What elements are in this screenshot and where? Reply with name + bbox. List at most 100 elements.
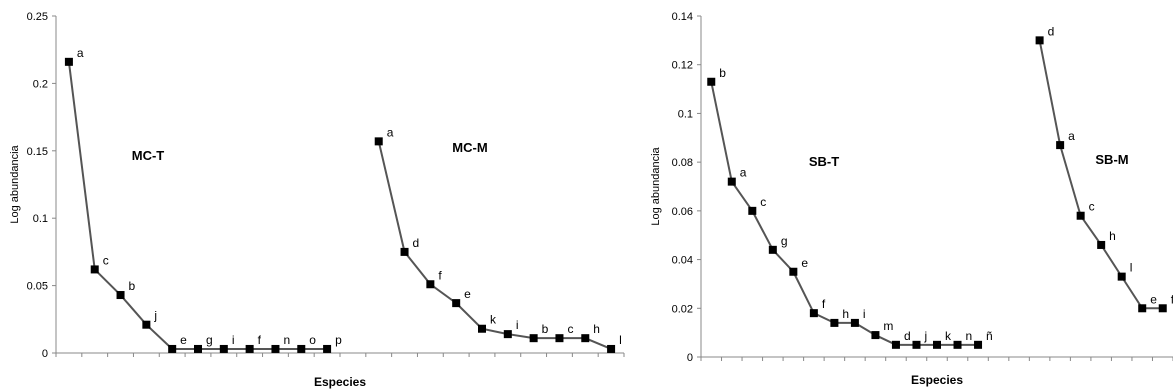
series-line-sb-m <box>1038 40 1163 310</box>
y-tick-label: 0.04 <box>672 255 693 267</box>
data-label: h <box>1109 229 1116 243</box>
data-label: o <box>309 333 316 347</box>
data-label: g <box>206 333 213 347</box>
y-tick-label: 0.1 <box>33 213 48 225</box>
data-point <box>452 299 461 308</box>
data-point <box>503 330 512 339</box>
data-point <box>90 265 99 274</box>
series-annotation: MC-M <box>452 140 487 155</box>
data-label: f <box>1171 292 1173 306</box>
data-point <box>789 267 798 276</box>
data-point <box>1076 211 1085 220</box>
data-label: p <box>335 333 342 347</box>
y-tick-label: 0.1 <box>678 108 693 120</box>
data-point <box>727 177 736 186</box>
y-tick-label: 0.06 <box>672 206 693 218</box>
y-tick-label: 0.15 <box>27 146 48 158</box>
data-point <box>933 340 941 349</box>
data-label: c <box>760 195 766 209</box>
data-label: b <box>719 66 726 80</box>
data-point <box>1138 304 1147 313</box>
data-point <box>1117 272 1126 281</box>
data-label: e <box>180 333 187 347</box>
data-point <box>581 334 590 343</box>
data-point <box>555 334 564 343</box>
data-point <box>607 344 616 353</box>
data-point <box>271 344 280 353</box>
data-point <box>768 245 777 254</box>
data-label: k <box>490 313 497 327</box>
data-label: f <box>822 297 826 311</box>
data-point <box>809 309 818 318</box>
y-tick-label: 0 <box>687 352 693 364</box>
data-point <box>323 344 332 353</box>
data-label: c <box>567 322 573 336</box>
chart-sb: 0 0.02 0.04 0.06 0.08 0.1 0.12 0.14 Log abundanc… <box>650 11 1173 387</box>
series-annotation: SB-M <box>1095 152 1128 167</box>
data-label: e <box>801 256 808 270</box>
series-annotation: SB-T <box>809 154 839 169</box>
series-line-mc-m <box>377 141 612 350</box>
y-axis-label: Log abundancia <box>650 146 662 225</box>
data-label: f <box>258 333 262 347</box>
data-point <box>400 247 409 256</box>
data-label: c <box>103 253 109 267</box>
data-label: h <box>593 322 600 336</box>
data-label: k <box>945 329 952 343</box>
data-point <box>1056 141 1065 150</box>
data-point <box>142 320 151 329</box>
data-point <box>245 344 254 353</box>
y-tick-label: 0.02 <box>672 303 693 315</box>
y-tick-label: 0 <box>42 348 48 360</box>
data-point <box>748 206 757 215</box>
data-label: b <box>542 322 549 336</box>
data-point <box>1035 36 1044 45</box>
y-axis-label: Log abundancia <box>9 144 21 223</box>
y-tick-label: 0.2 <box>33 78 48 90</box>
x-axis-label: Especies <box>314 375 366 389</box>
data-point <box>850 318 859 327</box>
data-point <box>1097 240 1106 249</box>
data-label: i <box>232 333 235 347</box>
x-axis-label: Especies <box>911 373 963 387</box>
series-annotation: MC-T <box>132 148 165 163</box>
data-point <box>194 344 202 353</box>
y-tick-label: 0.14 <box>672 11 693 23</box>
series-line-mc-t <box>67 61 328 350</box>
data-label: l <box>1130 261 1133 275</box>
data-label: a <box>740 166 747 180</box>
data-point <box>64 57 73 66</box>
y-tick-label: 0.25 <box>27 11 48 23</box>
data-label: f <box>438 268 442 282</box>
data-label: d <box>413 236 420 250</box>
data-label: h <box>842 307 849 321</box>
data-label: c <box>1089 200 1095 214</box>
data-label: a <box>387 125 394 139</box>
data-point <box>426 280 435 289</box>
data-label: ñ <box>986 329 993 343</box>
data-label: b <box>129 279 136 293</box>
data-point <box>116 291 125 300</box>
data-point <box>374 137 383 146</box>
data-label: e <box>1150 292 1157 306</box>
data-label: g <box>781 234 788 248</box>
data-label: l <box>619 333 622 347</box>
y-tick-label: 0.12 <box>672 60 693 72</box>
data-point <box>219 344 228 353</box>
data-label: a <box>77 46 84 60</box>
data-point <box>953 340 962 349</box>
data-point <box>912 340 921 349</box>
data-point <box>871 331 880 340</box>
data-point <box>891 340 900 349</box>
data-label: a <box>1068 129 1075 143</box>
data-label: e <box>464 287 471 301</box>
data-point <box>297 344 306 353</box>
data-point <box>1158 304 1167 313</box>
data-label: i <box>516 318 519 332</box>
data-label: m <box>883 319 893 333</box>
y-tick-label: 0.05 <box>27 281 48 293</box>
data-point <box>830 318 839 327</box>
data-label: n <box>283 333 290 347</box>
data-label: d <box>1048 24 1055 38</box>
